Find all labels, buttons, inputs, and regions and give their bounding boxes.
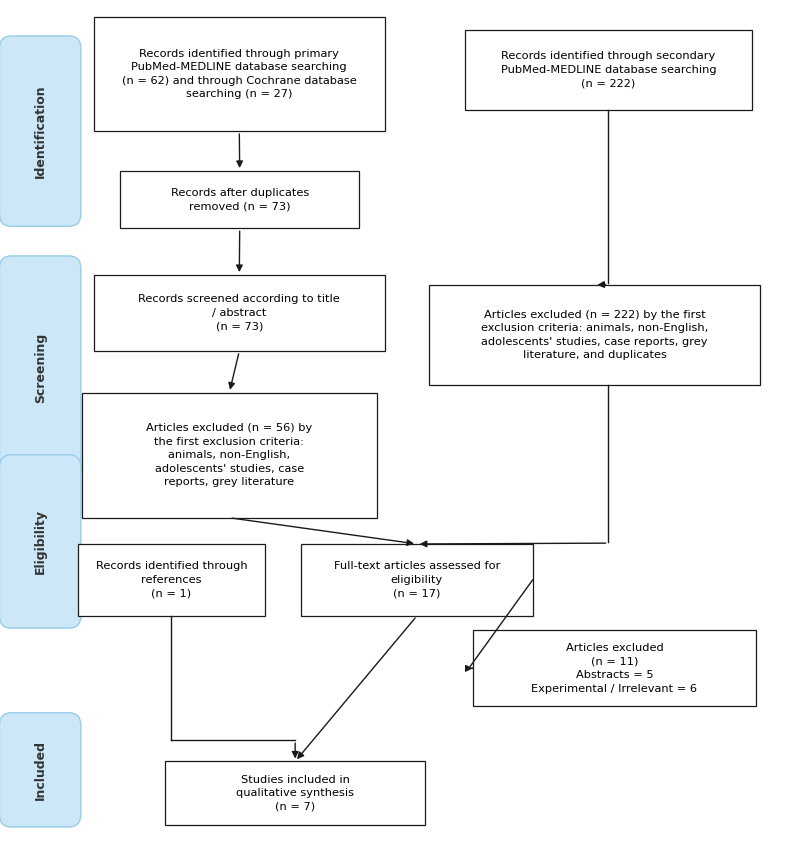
Text: Records after duplicates
removed (n = 73): Records after duplicates removed (n = 73… xyxy=(170,188,309,212)
FancyBboxPatch shape xyxy=(166,761,425,825)
FancyBboxPatch shape xyxy=(120,171,359,228)
Text: Screening: Screening xyxy=(34,332,46,404)
Text: Articles excluded
(n = 11)
Abstracts = 5
Experimental / Irrelevant = 6: Articles excluded (n = 11) Abstracts = 5… xyxy=(531,643,698,694)
Text: Records identified through secondary
PubMed-MEDLINE database searching
(n = 222): Records identified through secondary Pub… xyxy=(501,52,716,88)
Text: Identification: Identification xyxy=(34,85,46,178)
Text: Records identified through
references
(n = 1): Records identified through references (n… xyxy=(96,562,247,598)
FancyBboxPatch shape xyxy=(94,275,385,351)
Text: Included: Included xyxy=(34,740,46,799)
Text: Records screened according to title
/ abstract
(n = 73): Records screened according to title / ab… xyxy=(138,294,340,332)
FancyBboxPatch shape xyxy=(0,712,81,827)
FancyBboxPatch shape xyxy=(0,455,81,628)
Text: Full-text articles assessed for
eligibility
(n = 17): Full-text articles assessed for eligibil… xyxy=(334,562,500,598)
FancyBboxPatch shape xyxy=(82,393,377,518)
FancyBboxPatch shape xyxy=(301,544,533,616)
Text: Studies included in
qualitative synthesis
(n = 7): Studies included in qualitative synthesi… xyxy=(236,775,354,811)
FancyBboxPatch shape xyxy=(465,30,752,110)
Text: Records identified through primary
PubMed-MEDLINE database searching
(n = 62) an: Records identified through primary PubMe… xyxy=(122,48,357,100)
FancyBboxPatch shape xyxy=(473,630,756,706)
FancyBboxPatch shape xyxy=(0,256,81,481)
FancyBboxPatch shape xyxy=(78,544,266,616)
Text: Eligibility: Eligibility xyxy=(34,509,46,574)
Text: Articles excluded (n = 56) by
the first exclusion criteria:
animals, non-English: Articles excluded (n = 56) by the first … xyxy=(146,423,313,487)
Text: Articles excluded (n = 222) by the first
exclusion criteria: animals, non-Englis: Articles excluded (n = 222) by the first… xyxy=(481,310,708,360)
FancyBboxPatch shape xyxy=(0,36,81,227)
FancyBboxPatch shape xyxy=(429,285,760,385)
FancyBboxPatch shape xyxy=(94,17,385,131)
